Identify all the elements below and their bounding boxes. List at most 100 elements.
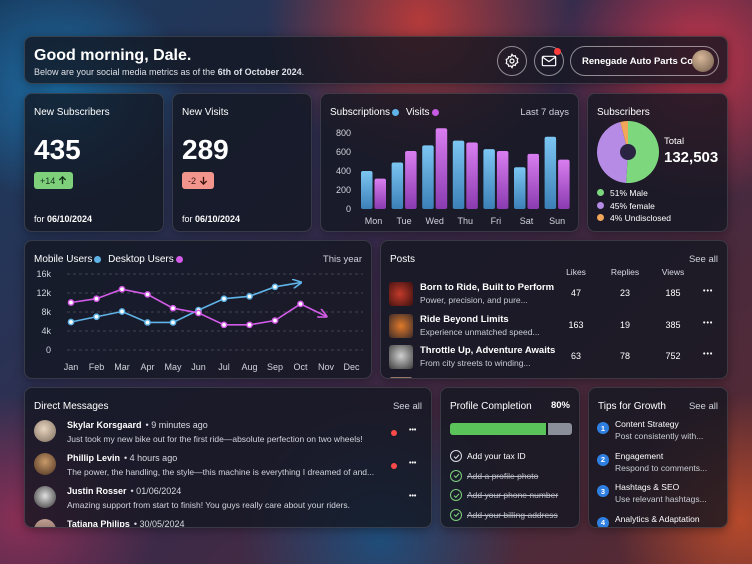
post-description: Power, precision, and pure... [420, 295, 528, 305]
x-tick-label: Aug [241, 362, 257, 372]
settings-button[interactable] [497, 46, 527, 76]
range-selector[interactable]: Last 7 days [520, 107, 569, 118]
subtitle-suffix: . [301, 67, 305, 77]
x-tick-label: Sep [267, 362, 283, 372]
task-item[interactable]: Add your phone number [450, 489, 575, 503]
sender-name: Phillip Levin [67, 453, 121, 463]
message-row[interactable]: Phillip Levin • 4 hours ago The power, the… [25, 452, 431, 482]
progress-fill [450, 423, 548, 435]
tips-see-all-link[interactable]: See all [688, 401, 718, 412]
greeting: Good morning, Dale. [34, 47, 192, 64]
point-desktop-users [220, 321, 228, 329]
delta-badge-up: +14 [34, 172, 74, 189]
post-likes: 47 [570, 288, 581, 298]
check-circle-icon [450, 469, 462, 482]
post-description: From city streets to winding... [420, 358, 531, 368]
message-text: The power, the handling, the style—this … [67, 467, 375, 477]
tip-title: Content Strategy [615, 419, 679, 429]
x-tick-label: May [164, 362, 182, 372]
post-thumbnail [389, 282, 413, 306]
task-item[interactable]: Add a profile photo [450, 469, 575, 484]
post-title: Unleash the Road, Own the... [420, 377, 551, 379]
y-tick-label: 0 [46, 345, 51, 355]
point-desktop-users [169, 304, 177, 312]
sender-name: Justin Rosser [67, 486, 127, 496]
more-icon[interactable]: ••• [409, 493, 417, 500]
tip-item[interactable]: 1 Content Strategy Post consistently with.… [589, 418, 727, 446]
tip-item[interactable]: 3 Hashtags & SEO Use relevant hashtags... [589, 481, 727, 509]
card-title: Subscriptions Visits [330, 107, 443, 118]
post-row[interactable]: Ride Beyond Limits Experience unmatched s… [381, 312, 727, 340]
tip-title: Analytics & Adaptation [615, 513, 700, 524]
account-menu[interactable]: Renegade Auto Parts Co. [570, 46, 719, 76]
message-row[interactable]: Skylar Korsgaard • 9 minutes ago Just took… [25, 419, 431, 449]
tip-description: Track performance... [615, 526, 693, 528]
pie-hole [620, 144, 636, 160]
point-mobile-users [93, 313, 100, 321]
task-item[interactable]: Add your tax ID [450, 450, 575, 464]
series-b-dot [431, 108, 439, 116]
messages-button[interactable] [534, 46, 564, 76]
card-title: Tips for Growth [598, 401, 666, 412]
card-title: New Subscribers [34, 107, 110, 118]
point-desktop-users [271, 317, 279, 324]
point-desktop-users [195, 309, 202, 317]
y-tick-label: 0 [346, 204, 351, 214]
bar-chart: 800 600 400 200 0 Mon Tue Wed Thu Fri Sat Sun [336, 128, 570, 226]
card-title: Mobile Users Desktop Users [34, 254, 187, 265]
task-item[interactable]: Add your billing address [450, 508, 575, 523]
message-row[interactable]: Tatiana Philips • 30/05/2024 [25, 518, 431, 527]
date-label: for 06/10/2024 [34, 214, 92, 224]
subscriptions-visits-card: Subscriptions Visits Last 7 days 800 600 4… [320, 93, 579, 232]
avatar [34, 486, 56, 508]
x-tick-label: Jul [218, 362, 230, 372]
post-row[interactable]: Throttle Up, Adventure Awaits From city s… [381, 343, 727, 371]
message-header: Phillip Levin • 4 hours ago [67, 453, 177, 463]
profile-completion-card: Profile Completion 80% Add your tax ID Ad… [440, 387, 580, 528]
more-icon[interactable]: ••• [703, 288, 714, 295]
post-row[interactable]: Unleash the Road, Own the... [381, 375, 727, 379]
series-a-label: Subscriptions [330, 107, 391, 118]
more-icon[interactable]: ••• [409, 427, 417, 434]
range-selector[interactable]: This year [322, 254, 362, 265]
more-icon[interactable]: ••• [703, 319, 714, 327]
date-value: 06/10/2024 [195, 214, 241, 224]
company-name: Renegade Auto Parts Co. [582, 56, 696, 67]
bar-subscriptions [452, 140, 465, 209]
task-label: Add your billing address [467, 509, 558, 520]
bar-visits [405, 151, 417, 209]
tip-item[interactable]: 4 Analytics & Adaptation Track performance… [589, 513, 727, 528]
x-tick-label: Sat [520, 216, 534, 226]
date-value: 06/10/2024 [47, 214, 93, 224]
post-row[interactable]: Born to Ride, Built to Perform Power, pre… [381, 280, 727, 308]
post-views: 385 [665, 319, 681, 330]
for-prefix: for [34, 214, 48, 224]
messages-see-all-link[interactable]: See all [392, 401, 422, 412]
x-tick-label: Mar [114, 362, 130, 372]
point-desktop-users [118, 285, 126, 293]
message-row[interactable]: Justin Rosser • 01/06/2024 Amazing support… [25, 485, 431, 515]
legend-label: 51% Male [610, 188, 648, 198]
tip-title: Hashtags & SEO [615, 482, 680, 492]
posts-card: Posts See all Likes Replies Views Born t… [380, 240, 728, 379]
pie-legend: 51% Male 45% female 4% Undisclosed [597, 187, 671, 225]
point-desktop-users [93, 295, 100, 303]
series-b-label: Visits [405, 107, 430, 118]
new-visits-value: 289 [182, 134, 229, 165]
bar-visits [527, 153, 539, 209]
y-tick-label: 4k [41, 326, 51, 336]
more-icon[interactable]: ••• [409, 460, 417, 467]
tip-description: Use relevant hashtags... [615, 494, 707, 504]
tip-description: Post consistently with... [615, 431, 704, 441]
x-tick-label: Oct [293, 362, 308, 372]
line-chart: 16k 12k 8k 4k 0 Jan Feb Mar Apr May Jun Jul Aug Sep Oc… [36, 269, 363, 372]
posts-see-all-link[interactable]: See all [688, 254, 718, 265]
legend-dot [597, 201, 604, 209]
bar-visits [466, 142, 478, 209]
more-icon[interactable]: ••• [703, 351, 714, 358]
direct-messages-card: Direct Messages See all Skylar Korsgaard… [24, 387, 432, 528]
message-header: Tatiana Philips • 30/05/2024 [67, 519, 185, 527]
series-a-dot [94, 255, 102, 263]
task-label: Add your tax ID [467, 451, 526, 461]
tip-item[interactable]: 2 Engagement Respond to comments... [589, 450, 727, 478]
